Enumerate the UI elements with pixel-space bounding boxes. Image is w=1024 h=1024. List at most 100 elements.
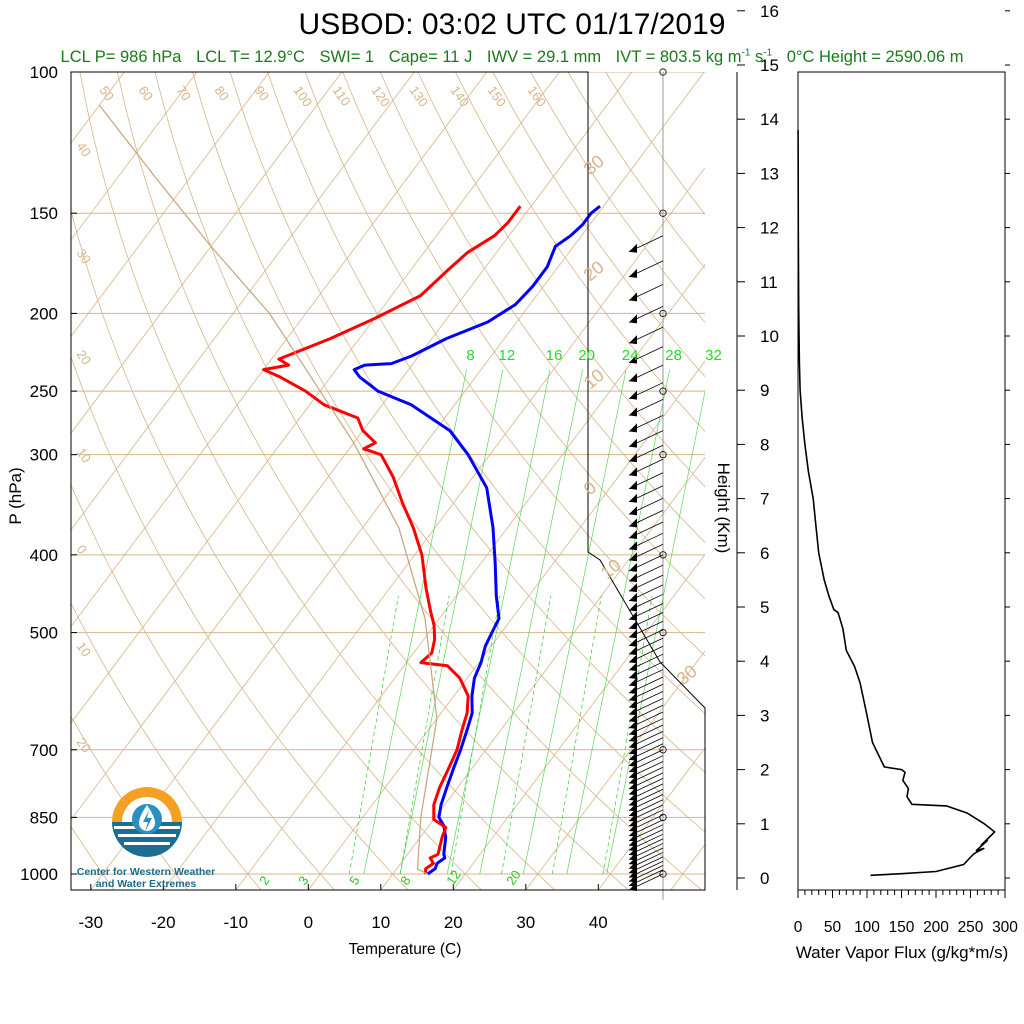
isotherm-line bbox=[452, 553, 705, 890]
wind-barb-flag bbox=[629, 719, 637, 729]
height-tick-label: 9 bbox=[760, 381, 769, 400]
wind-barb-flag bbox=[629, 506, 637, 516]
dry-adiabat-label: 50 bbox=[97, 83, 118, 103]
isotherm-line bbox=[380, 457, 705, 890]
barb-level-marker bbox=[659, 551, 667, 559]
dry-adiabat bbox=[417, 72, 705, 488]
height-tick-label: 4 bbox=[760, 652, 769, 671]
flux-tick-label: 0 bbox=[794, 919, 803, 936]
iwv-value: IWV = 29.1 mm bbox=[486, 47, 602, 66]
dry-adiabat bbox=[605, 72, 705, 215]
isotherm-line bbox=[71, 72, 488, 628]
isotherm-label-left: 40 bbox=[74, 139, 95, 159]
cape-value: Cape= 11 J bbox=[388, 47, 473, 66]
logo-caption-line1: Center for Western Weather bbox=[76, 866, 216, 878]
moist-adiabat bbox=[551, 595, 602, 875]
wind-barb-flag bbox=[629, 646, 637, 656]
wind-barb-flag bbox=[629, 243, 637, 253]
dry-adiabat-label: 130 bbox=[407, 83, 432, 109]
mixing-ratio-line bbox=[479, 369, 583, 875]
height-tick-label: 13 bbox=[760, 164, 779, 183]
temperature-tick-label: -30 bbox=[79, 913, 104, 932]
lcl-temperature: LCL T= 12.9°C bbox=[196, 47, 305, 66]
series-temperature bbox=[352, 205, 601, 876]
zero-degree-height: 0°C Height = 2590.06 m bbox=[786, 47, 964, 66]
dry-adiabat-label: 60 bbox=[136, 83, 157, 103]
barb-level-marker bbox=[659, 870, 667, 878]
dry-adiabat bbox=[79, 72, 556, 890]
mixing-ratio-label: 20 bbox=[578, 347, 595, 364]
wind-barb-flag bbox=[629, 684, 637, 694]
temperature-tick-label: 30 bbox=[516, 913, 535, 932]
sounding-stats: LCL P= 986 hPa LCL T= 12.9°C SWI= 1 Cape… bbox=[0, 47, 1024, 67]
flux-tick-label: 50 bbox=[824, 919, 842, 936]
mixing-ratio-label: 12 bbox=[499, 347, 516, 364]
barb-level-marker bbox=[659, 309, 667, 318]
temperature-tick-label: 10 bbox=[371, 913, 390, 932]
dry-adiabat-label: 90 bbox=[252, 83, 273, 103]
dry-adiabat bbox=[154, 72, 703, 890]
mixing-ratio-label: 24 bbox=[622, 347, 639, 364]
pressure-tick-label: 300 bbox=[30, 446, 58, 465]
isotherm-label-right: 20 bbox=[580, 257, 608, 285]
height-tick-label: 15 bbox=[760, 56, 779, 75]
height-tick-label: 10 bbox=[760, 327, 779, 346]
wind-barb-flag bbox=[629, 692, 637, 702]
dry-adiabat bbox=[192, 72, 705, 833]
dry-adiabat bbox=[530, 72, 705, 323]
pressure-tick-label: 700 bbox=[30, 741, 58, 760]
barb-level-marker bbox=[659, 387, 667, 395]
mixing-ratio-line bbox=[566, 369, 670, 875]
isotherm-label-right: 0 bbox=[580, 477, 601, 499]
dry-adiabat-label: 110 bbox=[330, 83, 354, 109]
wind-barb-flag bbox=[629, 467, 637, 477]
ivt-value: IVT = 803.5 kg m-1 s-1 bbox=[616, 47, 773, 66]
logo-caption-line2: and Water Extremes bbox=[95, 878, 197, 890]
wind-barb-flag bbox=[629, 390, 637, 400]
pressure-tick-label: 400 bbox=[30, 546, 58, 565]
isotherm-label-left: 10 bbox=[74, 639, 95, 659]
wind-barb-flag bbox=[629, 637, 637, 647]
mixing-ratio-label: 28 bbox=[665, 347, 682, 364]
dry-adiabat bbox=[229, 72, 705, 773]
barb-level-marker bbox=[659, 209, 667, 217]
temperature-tick-label: -20 bbox=[151, 913, 176, 932]
dry-adiabat bbox=[71, 483, 336, 890]
wind-barb-flag bbox=[629, 493, 637, 503]
wind-barb-flag bbox=[629, 480, 637, 490]
wind-barb-flag bbox=[629, 407, 637, 417]
plot-frames bbox=[70, 71, 1006, 891]
isotherm-label-right: 30 bbox=[673, 661, 701, 689]
dry-adiabat bbox=[267, 72, 705, 715]
pressure-tick-label: 100 bbox=[30, 63, 58, 82]
mixing-ratio-label-bottom: 2 bbox=[256, 873, 272, 888]
wind-barb-flag bbox=[629, 602, 637, 612]
dry-adiabat bbox=[342, 72, 705, 600]
barb-level-marker bbox=[659, 68, 667, 76]
barb-level-marker bbox=[659, 628, 667, 637]
ivt-exponent-2: -1 bbox=[763, 47, 773, 58]
pressure-tick-label: 150 bbox=[30, 204, 58, 223]
temperature-tick-label: 0 bbox=[304, 913, 313, 932]
dry-adiabat bbox=[379, 72, 705, 543]
dry-adiabat bbox=[71, 209, 482, 890]
isotherm-line bbox=[90, 72, 705, 890]
isotherm-label-left: 10 bbox=[74, 445, 95, 465]
mixing-ratio-label: 8 bbox=[466, 347, 474, 364]
height-tick-label: 7 bbox=[760, 490, 769, 509]
dry-adiabat-label: 100 bbox=[291, 83, 316, 109]
isotherm-label-left: 20 bbox=[74, 347, 95, 367]
flux-tick-label: 100 bbox=[854, 919, 880, 936]
isotherm-line bbox=[670, 843, 705, 890]
dry-adiabat bbox=[71, 825, 115, 890]
flux-tick-label: 250 bbox=[958, 919, 984, 936]
isotherm-line bbox=[597, 747, 705, 890]
isotherm-label-right: 30 bbox=[580, 151, 608, 179]
dry-adiabat bbox=[71, 355, 409, 890]
wind-barb-flag bbox=[629, 541, 637, 551]
temperature-tick-label: 40 bbox=[589, 913, 608, 932]
isotherm-line bbox=[525, 650, 705, 890]
lcl-pressure: LCL P= 986 hPa bbox=[60, 47, 182, 66]
